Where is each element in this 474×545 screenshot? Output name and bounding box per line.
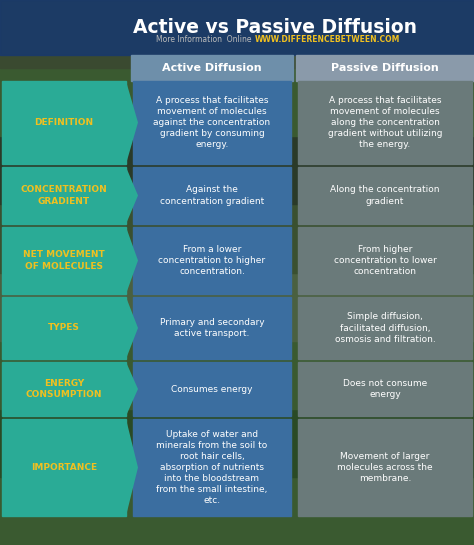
Text: NET MOVEMENT
OF MOLECULES: NET MOVEMENT OF MOLECULES <box>23 251 105 270</box>
Bar <box>0 0 474 68</box>
Text: A process that facilitates
movement of molecules
along the concentration
gradien: A process that facilitates movement of m… <box>328 96 442 149</box>
Text: A process that facilitates
movement of molecules
against the concentration
gradi: A process that facilitates movement of m… <box>154 96 271 149</box>
Text: WWW.DIFFERENCEBETWEEN.COM: WWW.DIFFERENCEBETWEEN.COM <box>255 35 400 45</box>
Text: Primary and secondary
active transport.: Primary and secondary active transport. <box>160 318 264 338</box>
Text: CONCENTRATION
GRADIENT: CONCENTRATION GRADIENT <box>21 185 108 205</box>
Text: TYPES: TYPES <box>48 324 80 332</box>
Bar <box>133 419 291 516</box>
Bar <box>298 297 472 359</box>
Text: ENERGY
CONSUMPTION: ENERGY CONSUMPTION <box>26 379 102 399</box>
Polygon shape <box>126 227 138 294</box>
Text: DEFINITION: DEFINITION <box>35 118 93 127</box>
Bar <box>133 81 291 164</box>
Bar <box>0 136 474 204</box>
Polygon shape <box>126 81 138 164</box>
Bar <box>2 227 126 294</box>
Polygon shape <box>126 297 138 359</box>
Bar <box>2 362 126 416</box>
Polygon shape <box>126 419 138 516</box>
Text: IMPORTANCE: IMPORTANCE <box>31 463 97 472</box>
Bar <box>298 81 472 164</box>
Bar <box>298 227 472 294</box>
Text: Movement of larger
molecules across the
membrane.: Movement of larger molecules across the … <box>337 452 433 483</box>
Text: Active Diffusion: Active Diffusion <box>162 63 262 73</box>
Bar <box>2 167 126 224</box>
Text: Active vs Passive Diffusion: Active vs Passive Diffusion <box>133 18 417 37</box>
Bar <box>133 167 291 224</box>
Bar <box>0 409 474 477</box>
Bar <box>2 297 126 359</box>
Bar <box>298 167 472 224</box>
Text: Passive Diffusion: Passive Diffusion <box>331 63 439 73</box>
Polygon shape <box>126 362 138 416</box>
Bar <box>298 419 472 516</box>
Bar <box>0 0 474 55</box>
Bar <box>2 419 126 516</box>
Bar <box>131 55 293 81</box>
Text: Consumes energy: Consumes energy <box>171 385 253 393</box>
Polygon shape <box>126 167 138 224</box>
Text: Uptake of water and
minerals from the soil to
root hair cells,
absorption of nut: Uptake of water and minerals from the so… <box>156 429 268 505</box>
Bar <box>0 341 474 409</box>
Bar <box>2 81 126 164</box>
Text: From a lower
concentration to higher
concentration.: From a lower concentration to higher con… <box>158 245 265 276</box>
Bar <box>298 362 472 416</box>
Bar <box>133 227 291 294</box>
Text: Along the concentration
gradient: Along the concentration gradient <box>330 185 440 205</box>
Text: More Information  Online: More Information Online <box>156 35 252 45</box>
Bar <box>133 297 291 359</box>
Bar <box>0 272 474 341</box>
Bar <box>296 55 474 81</box>
Text: Against the
concentration gradient: Against the concentration gradient <box>160 185 264 205</box>
Bar <box>0 477 474 545</box>
Bar <box>0 68 474 136</box>
Text: Does not consume
energy: Does not consume energy <box>343 379 427 399</box>
Text: Simple diffusion,
facilitated diffusion,
osmosis and filtration.: Simple diffusion, facilitated diffusion,… <box>335 312 436 343</box>
Text: From higher
concentration to lower
concentration: From higher concentration to lower conce… <box>334 245 437 276</box>
Bar <box>0 204 474 272</box>
Bar <box>133 362 291 416</box>
